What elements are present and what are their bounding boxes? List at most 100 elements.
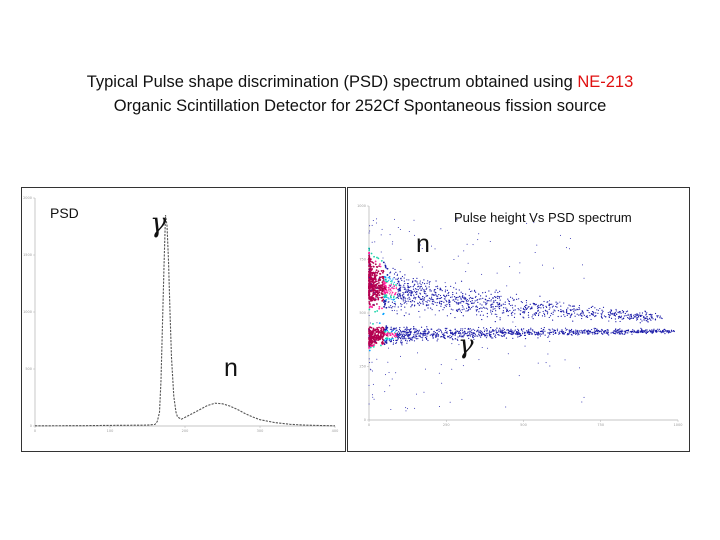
scatter-point (552, 305, 554, 307)
scatter-point (583, 330, 585, 332)
scatter-point (380, 331, 383, 334)
scatter-point (507, 329, 509, 331)
scatter-point (644, 329, 646, 332)
scatter-point (458, 344, 460, 346)
scatter-point (581, 317, 583, 320)
scatter-point (478, 311, 480, 313)
scatter-point (498, 297, 501, 299)
scatter-point (490, 337, 493, 339)
scatter-point (450, 330, 452, 332)
scatter-point (463, 308, 465, 310)
scatter-point (379, 289, 382, 292)
scatter-point (563, 302, 565, 304)
scatter-point (623, 315, 625, 317)
scatter-point (508, 300, 511, 303)
scatter-point (465, 293, 467, 295)
scatter-point (496, 327, 498, 329)
scatter-point (549, 329, 551, 331)
scatter-point (462, 296, 464, 299)
scatter-point (382, 328, 385, 331)
scatter-point (394, 328, 396, 330)
scatter-point (507, 315, 509, 317)
scatter-point (400, 309, 402, 311)
scatter-point (564, 315, 566, 318)
scatter-point (391, 329, 393, 331)
scatter-point (375, 342, 378, 345)
scatter-point (645, 331, 647, 333)
scatter-point (471, 306, 473, 309)
scatter-point (514, 329, 516, 331)
scatter-point (630, 317, 632, 319)
scatter-point (397, 306, 399, 308)
scatter-point (389, 298, 391, 300)
scatter-point (566, 334, 568, 336)
scatter-point (569, 305, 571, 307)
scatter-point (469, 308, 472, 310)
scatter-point (512, 307, 514, 309)
scatter-point (605, 332, 607, 334)
scatter-point (507, 310, 509, 313)
scatter-point (641, 331, 644, 333)
scatter-point (388, 279, 390, 281)
scatter-point (537, 362, 539, 364)
scatter-point (399, 228, 401, 230)
scatter-band-gamma (368, 322, 675, 352)
scatter-point (530, 332, 532, 334)
scatter-point (389, 334, 391, 336)
scatter-point (538, 333, 540, 335)
scatter-point (443, 333, 445, 335)
scatter-point (540, 333, 542, 335)
scatter-point (406, 329, 408, 331)
scatter-point (418, 310, 420, 313)
scatter-point (489, 330, 491, 332)
scatter-point (594, 333, 596, 335)
scatter-point (368, 347, 370, 349)
scatter-point (469, 334, 471, 336)
scatter-point (423, 297, 426, 299)
scatter-point (368, 290, 370, 293)
scatter-point (548, 308, 550, 311)
scatter-point (458, 331, 460, 333)
scatter-point (378, 277, 380, 279)
scatter-point (391, 279, 393, 281)
scatter-point (440, 228, 442, 230)
scatter-point (537, 337, 539, 339)
psd-chart-title: PSD (50, 205, 79, 221)
scatter-point (370, 283, 372, 285)
scatter-point (378, 263, 381, 266)
scatter-point (382, 257, 384, 259)
scatter-point (464, 342, 466, 344)
scatter-point (486, 335, 488, 337)
scatter-point (399, 271, 401, 273)
scatter-point (474, 300, 476, 302)
scatter-point (518, 335, 520, 338)
scatter-point (395, 297, 397, 299)
scatter-point (426, 282, 428, 284)
scatter-point (659, 317, 661, 319)
scatter-point (370, 339, 373, 342)
scatter-point (561, 310, 563, 312)
scatter-point (563, 314, 565, 316)
scatter-point (438, 406, 440, 408)
scatter-point (513, 330, 515, 332)
scatter-point (630, 331, 633, 333)
scatter-point (617, 317, 620, 319)
scatter-point (503, 328, 506, 331)
scatter-point (427, 307, 429, 309)
scatter-point (548, 332, 550, 334)
scatter-point (384, 391, 386, 393)
scatter-point (520, 300, 522, 303)
scatter-point (424, 330, 426, 332)
scatter-point (394, 332, 396, 334)
scatter-point (518, 309, 520, 311)
scatter-point (400, 303, 402, 305)
scatter-point (466, 299, 468, 301)
scatter-point (460, 328, 462, 330)
scatter-point (455, 310, 458, 312)
scatter-point (658, 328, 661, 330)
scatter-point (480, 307, 482, 309)
scatter-point (617, 330, 619, 332)
scatter-point (642, 330, 644, 332)
scatter-point (425, 288, 427, 290)
scatter-point (434, 248, 436, 250)
